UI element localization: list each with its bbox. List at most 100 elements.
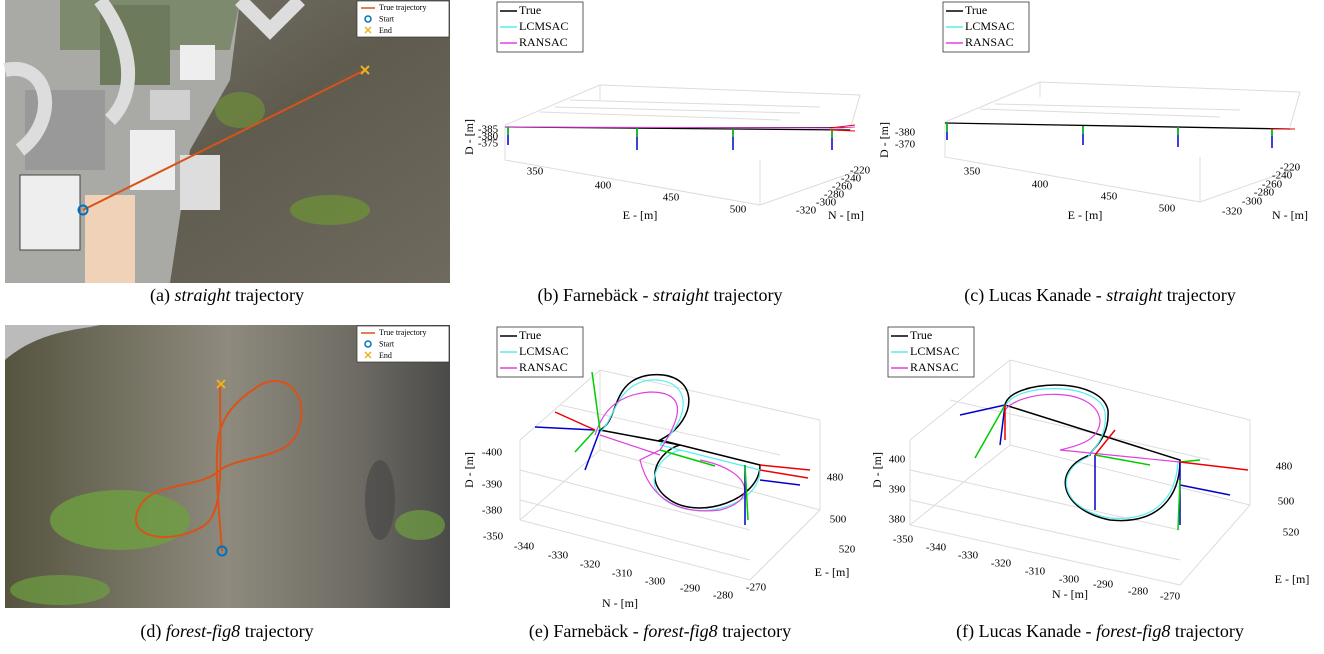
caption-prefix: Lucas Kanade - bbox=[979, 621, 1092, 641]
legend-label: Start bbox=[379, 339, 395, 348]
legend-label: RANSAC bbox=[910, 360, 959, 374]
legend-label: LCMSAC bbox=[965, 19, 1014, 33]
caption-suffix: trajectory bbox=[722, 621, 791, 641]
tick-label: 390 bbox=[889, 484, 906, 496]
axis-label: D - [m] bbox=[877, 122, 891, 158]
tick-label: 450 bbox=[1101, 191, 1118, 203]
tick-label: 500 bbox=[1159, 203, 1176, 215]
tick-label: -280 bbox=[1254, 187, 1275, 199]
tick-label: -290 bbox=[1093, 579, 1114, 591]
caption-label: (b) bbox=[538, 285, 559, 306]
tick-label: -385 bbox=[478, 124, 499, 136]
legend-label: End bbox=[379, 26, 392, 35]
tick-label: 450 bbox=[663, 192, 680, 204]
plot-f-frame bbox=[909, 359, 1251, 586]
tick-label: -320 bbox=[991, 558, 1012, 570]
tick-label: 400 bbox=[889, 454, 906, 466]
tick-label: -310 bbox=[612, 568, 633, 580]
axis-label: D - [m] bbox=[462, 119, 476, 155]
axis-label: D - [m] bbox=[462, 452, 476, 488]
caption-label: (c) bbox=[964, 285, 984, 306]
tick-label: -380 bbox=[895, 127, 916, 139]
tick-label: -380 bbox=[482, 505, 503, 517]
caption-suffix: trajectory bbox=[1167, 285, 1236, 305]
tick-label: -240 bbox=[1272, 170, 1293, 182]
legend-label: True trajectory bbox=[379, 3, 426, 12]
legend-label: RANSAC bbox=[965, 35, 1014, 49]
aerial-image-d bbox=[5, 325, 450, 608]
tick-label: -270 bbox=[1160, 591, 1181, 603]
tick-label: -320 bbox=[1222, 206, 1243, 218]
caption-emph: forest-fig8 bbox=[1096, 621, 1170, 641]
axis-label: E - [m] bbox=[623, 208, 658, 222]
tick-label: 350 bbox=[527, 166, 544, 178]
caption-label: (d) bbox=[140, 621, 161, 642]
tick-label: 400 bbox=[595, 180, 612, 192]
legend-swatch bbox=[364, 26, 372, 34]
tick-label: -260 bbox=[1262, 179, 1283, 191]
caption: (a) straight trajectory bbox=[150, 285, 304, 306]
plot-c-frame bbox=[944, 81, 1301, 203]
tick-label: -310 bbox=[1025, 566, 1046, 578]
caption-prefix: Farnebäck - bbox=[563, 285, 648, 305]
tick-label: -320 bbox=[796, 205, 817, 217]
axis-label: D - [m] bbox=[870, 452, 884, 488]
tick-label: -350 bbox=[483, 531, 504, 543]
caption-prefix: Lucas Kanade - bbox=[989, 285, 1102, 305]
caption-emph: straight bbox=[653, 285, 710, 305]
tick-label: 400 bbox=[1032, 179, 1049, 191]
axis-label: N - [m] bbox=[1272, 208, 1308, 222]
tick-label: 520 bbox=[1283, 527, 1300, 539]
tick-label: -370 bbox=[895, 139, 916, 151]
tick-label: -240 bbox=[841, 173, 862, 185]
caption: (b) Farnebäck - straight trajectory bbox=[538, 285, 783, 306]
legend-box bbox=[356, 0, 450, 38]
axis-label: E - [m] bbox=[815, 565, 850, 579]
caption: (c) Lucas Kanade - straight trajectory bbox=[964, 285, 1235, 306]
tick-label: -220 bbox=[1280, 162, 1301, 174]
tick-label: -340 bbox=[926, 542, 947, 554]
tick-label: -375 bbox=[478, 138, 499, 150]
tick-label: 350 bbox=[964, 166, 981, 178]
caption-emph: straight bbox=[175, 285, 232, 305]
legend-label: True trajectory bbox=[379, 328, 426, 337]
caption-emph: forest-fig8 bbox=[643, 621, 717, 641]
axis-label: N - [m] bbox=[828, 208, 864, 222]
legend-label: LCMSAC bbox=[910, 344, 959, 358]
caption-suffix: trajectory bbox=[245, 621, 314, 641]
legend-swatch bbox=[364, 351, 372, 359]
legend-swatch bbox=[364, 15, 372, 23]
tick-label: -280 bbox=[1128, 586, 1149, 598]
axis-label: E - [m] bbox=[1068, 208, 1103, 222]
tick-label: 380 bbox=[889, 514, 906, 526]
caption-suffix: trajectory bbox=[714, 285, 783, 305]
tick-label: 480 bbox=[1276, 461, 1293, 473]
legend-label: LCMSAC bbox=[519, 344, 568, 358]
plot-e-frame bbox=[519, 369, 821, 581]
axis-label: N - [m] bbox=[1052, 587, 1088, 601]
axis-label: E - [m] bbox=[1275, 572, 1310, 586]
legend-swatch bbox=[364, 340, 372, 348]
caption-emph: straight bbox=[1106, 285, 1163, 305]
caption-label: (e) bbox=[529, 621, 549, 642]
caption: (d) forest-fig8 trajectory bbox=[140, 621, 313, 642]
caption-prefix: Farnebäck - bbox=[553, 621, 638, 641]
tick-label: -300 bbox=[645, 576, 666, 588]
plot-b-frame bbox=[504, 84, 861, 206]
tick-label: 520 bbox=[839, 544, 856, 556]
tick-label: -390 bbox=[482, 479, 503, 491]
tick-label: -330 bbox=[548, 550, 569, 562]
legend-label: LCMSAC bbox=[519, 19, 568, 33]
tick-label: -280 bbox=[713, 590, 734, 602]
caption-label: (f) bbox=[956, 621, 974, 642]
legend-label: True bbox=[519, 328, 541, 342]
legend-label: True bbox=[519, 3, 541, 17]
tick-label: -290 bbox=[680, 583, 701, 595]
legend-label: End bbox=[379, 351, 392, 360]
tick-label: -260 bbox=[832, 181, 853, 193]
tick-label: 500 bbox=[1278, 496, 1295, 508]
tick-label: 500 bbox=[730, 204, 747, 216]
legend-label: RANSAC bbox=[519, 360, 568, 374]
legend-label: True bbox=[965, 3, 987, 17]
